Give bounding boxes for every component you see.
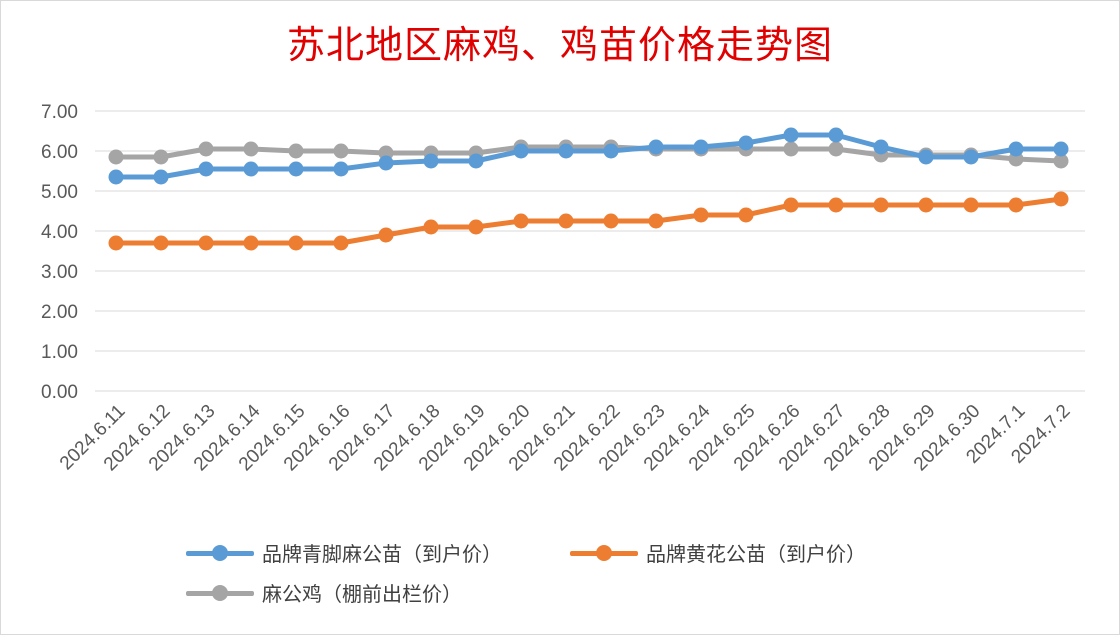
- data-point: [873, 197, 889, 213]
- legend-item: 品牌青脚麻公苗（到户价）: [186, 538, 502, 567]
- data-point: [1008, 197, 1024, 213]
- y-tick-label: 4.00: [41, 222, 78, 243]
- data-point: [378, 227, 394, 243]
- y-tick-label: 7.00: [41, 102, 78, 123]
- chart-border-left: [0, 0, 1, 635]
- data-point: [243, 141, 259, 157]
- data-point: [153, 235, 169, 251]
- data-point: [1053, 153, 1069, 169]
- data-point: [513, 143, 529, 159]
- data-point: [198, 235, 214, 251]
- data-point: [873, 139, 889, 155]
- legend-swatch: [186, 582, 254, 604]
- data-point: [918, 149, 934, 165]
- data-point: [1053, 191, 1069, 207]
- legend-item: 麻公鸡（棚前出栏价）: [186, 578, 462, 607]
- data-point: [423, 153, 439, 169]
- series-line: [113, 132, 1064, 180]
- data-point: [333, 143, 349, 159]
- y-tick-label: 2.00: [41, 302, 78, 323]
- series-line: [113, 196, 1064, 246]
- legend: 品牌青脚麻公苗（到户价） 品牌黄花公苗（到户价） 麻公鸡（棚前出栏价）: [0, 532, 1120, 622]
- y-tick-label: 3.00: [41, 262, 78, 283]
- data-point: [648, 139, 664, 155]
- legend-label: 麻公鸡（棚前出栏价）: [262, 582, 462, 606]
- y-tick-label: 5.00: [41, 182, 78, 203]
- data-point: [963, 197, 979, 213]
- data-point: [1008, 141, 1024, 157]
- legend-label: 品牌黄花公苗（到户价）: [646, 542, 866, 566]
- data-point: [558, 213, 574, 229]
- data-point: [108, 149, 124, 165]
- legend-item: 品牌黄花公苗（到户价）: [570, 538, 866, 567]
- data-point: [333, 161, 349, 177]
- chart-border-top: [0, 0, 1120, 1]
- chart-title: 苏北地区麻鸡、鸡苗价格走势图: [286, 23, 833, 67]
- series-line: [113, 144, 1064, 164]
- data-point: [198, 141, 214, 157]
- data-point: [783, 127, 799, 143]
- data-point: [243, 161, 259, 177]
- data-point: [513, 213, 529, 229]
- data-point: [828, 141, 844, 157]
- data-point: [963, 149, 979, 165]
- y-tick-label: 0.00: [41, 382, 78, 403]
- data-point: [918, 197, 934, 213]
- data-point: [828, 197, 844, 213]
- data-point: [468, 153, 484, 169]
- data-point: [288, 161, 304, 177]
- data-point: [108, 235, 124, 251]
- data-point: [108, 169, 124, 185]
- data-point: [333, 235, 349, 251]
- data-point: [603, 213, 619, 229]
- legend-swatch: [570, 542, 638, 564]
- data-point: [693, 207, 709, 223]
- data-point: [243, 235, 259, 251]
- legend-label: 品牌青脚麻公苗（到户价）: [262, 542, 502, 566]
- data-point: [783, 197, 799, 213]
- data-point: [288, 143, 304, 159]
- y-tick-label: 6.00: [41, 142, 78, 163]
- data-point: [378, 155, 394, 171]
- data-point: [198, 161, 214, 177]
- data-point: [423, 219, 439, 235]
- data-point: [693, 139, 709, 155]
- data-point: [603, 143, 619, 159]
- data-point: [648, 213, 664, 229]
- y-tick-label: 1.00: [41, 342, 78, 363]
- data-point: [738, 135, 754, 151]
- data-point: [288, 235, 304, 251]
- data-point: [153, 149, 169, 165]
- data-point: [1053, 141, 1069, 157]
- data-point: [468, 219, 484, 235]
- data-point: [738, 207, 754, 223]
- data-point: [783, 141, 799, 157]
- data-point: [558, 143, 574, 159]
- data-point: [828, 127, 844, 143]
- data-point: [153, 169, 169, 185]
- legend-swatch: [186, 542, 254, 564]
